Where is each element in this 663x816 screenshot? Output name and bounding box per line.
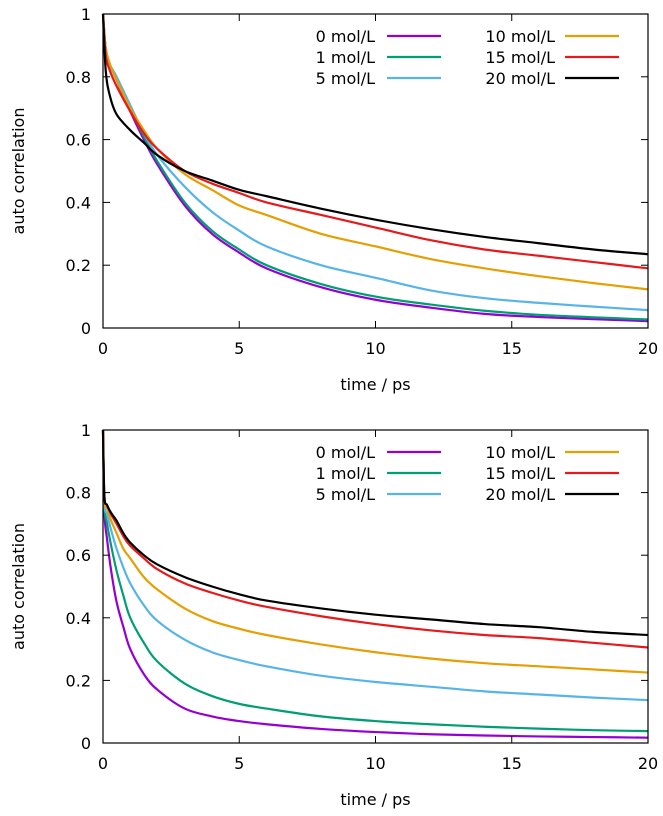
legend: 0 mol/L 1 mol/L 5 mol/L 10 mol/L 15 mol/L 20 … [316, 27, 619, 88]
y-tick-label: 0.6 [66, 131, 91, 150]
legend-label: 15 mol/L [485, 464, 555, 483]
x-tick-label: 10 [365, 339, 385, 358]
series-line-0-mol-l [101, 429, 649, 739]
legend-label: 0 mol/L [316, 27, 375, 46]
y-tick-label: 0.2 [66, 256, 91, 275]
x-tick-label: 5 [234, 339, 244, 358]
legend-label: 1 mol/L [316, 48, 375, 67]
y-tick-label: 1 [81, 5, 91, 24]
y-tick-label: 0.8 [66, 484, 91, 503]
x-axis-label: time / ps [340, 375, 410, 394]
x-tick-label: 20 [638, 754, 658, 773]
y-tick-label: 0.4 [66, 193, 91, 212]
y-tick-label: 0.6 [66, 546, 91, 565]
chart-top: 0 5 10 15 20 0 0.2 0.4 0.6 0.8 1 time / ps auto corr… [9, 5, 658, 394]
x-tick-label: 10 [365, 754, 385, 773]
x-tick-label: 15 [502, 339, 522, 358]
y-tick-label: 0 [81, 734, 91, 753]
series-line-10-mol-l [101, 429, 649, 674]
series-line-20-mol-l [101, 13, 649, 256]
series-line-5-mol-l [101, 429, 649, 702]
y-axis-label: auto correlation [9, 523, 28, 650]
y-tick-label: 1 [81, 421, 91, 440]
y-tick-label: 0.8 [66, 68, 91, 87]
x-tick-label: 0 [98, 754, 108, 773]
y-tick-label: 0.4 [66, 609, 91, 628]
legend-label: 5 mol/L [316, 69, 375, 88]
chart-bottom: 0 5 10 15 20 0 0.2 0.4 0.6 0.8 1 time / ps auto corr… [9, 421, 658, 809]
legend-label: 10 mol/L [485, 443, 555, 462]
x-axis-label: time / ps [340, 790, 410, 809]
legend-label: 5 mol/L [316, 485, 375, 504]
series-line-20-mol-l [101, 429, 649, 637]
legend-label: 20 mol/L [485, 69, 555, 88]
legend-label: 15 mol/L [485, 48, 555, 67]
x-tick-label: 15 [502, 754, 522, 773]
legend-label: 1 mol/L [316, 464, 375, 483]
legend-label: 10 mol/L [485, 27, 555, 46]
x-tick-label: 20 [638, 339, 658, 358]
legend: 0 mol/L 1 mol/L 5 mol/L 10 mol/L 15 mol/L 20 … [316, 443, 619, 504]
series-line-1-mol-l [101, 429, 649, 733]
x-tick-label: 5 [234, 754, 244, 773]
series-line-10-mol-l [101, 13, 649, 291]
series-line-15-mol-l [101, 13, 649, 270]
y-axis-label: auto correlation [9, 108, 28, 235]
x-tick-label: 0 [98, 339, 108, 358]
series-line-1-mol-l [101, 13, 649, 321]
y-tick-label: 0 [81, 319, 91, 338]
series-line-0-mol-l [101, 13, 649, 323]
legend-label: 20 mol/L [485, 485, 555, 504]
series-line-5-mol-l [101, 13, 649, 312]
y-tick-label: 0.2 [66, 671, 91, 690]
legend-label: 0 mol/L [316, 443, 375, 462]
